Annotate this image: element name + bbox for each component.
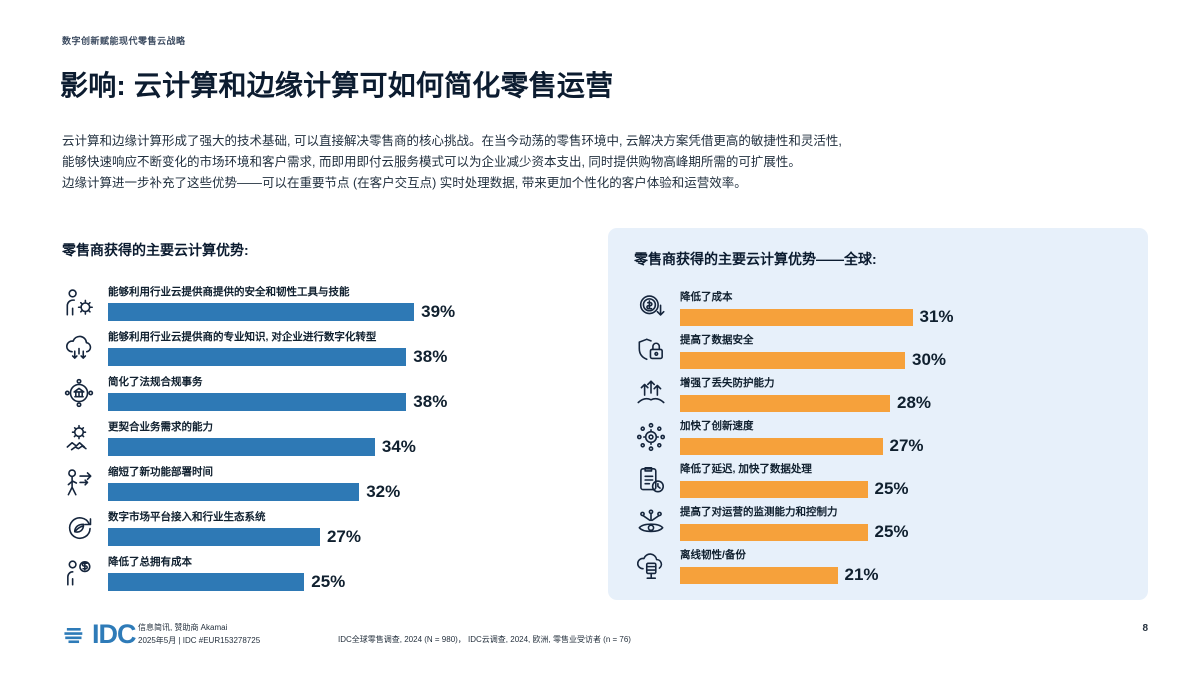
chart-row: 能够利用行业云提供商的专业知识, 对企业进行数字化转型 38% xyxy=(62,329,542,367)
bar-value: 21% xyxy=(844,565,879,584)
innovation-gear-icon xyxy=(634,420,680,454)
chart-row: 离线韧性/备份 21% xyxy=(634,547,1122,585)
cloud-expertise-icon xyxy=(62,331,108,365)
compliance-network-icon xyxy=(62,376,108,410)
chart-row: 增强了丢失防护能力 28% xyxy=(634,375,1122,413)
bar-label: 缩短了新功能部署时间 xyxy=(108,466,213,478)
chart-row: 缩短了新功能部署时间 32% xyxy=(62,464,542,502)
global-benefits-panel: 零售商获得的主要云计算优势——全球: 降低了成本 31% 提高了数据安全 30% 增强了… xyxy=(608,228,1148,600)
bar-value: 38% xyxy=(413,392,448,411)
shield-lock-icon xyxy=(634,334,680,368)
bar-value: 32% xyxy=(366,482,401,501)
bar-label: 提高了对运营的监测能力和控制力 xyxy=(680,506,838,518)
chart-row: 加快了创新速度 27% xyxy=(634,418,1122,456)
chart-title: 零售商获得的主要云计算优势: xyxy=(62,242,249,258)
intro-line: 云计算和边缘计算形成了强大的技术基础, 可以直接解决零售商的核心挑战。在当今动荡… xyxy=(62,134,842,148)
ecosystem-icon xyxy=(62,511,108,545)
cloud-backup-icon xyxy=(634,549,680,583)
chart-row: 降低了延迟, 加快了数据处理 25% xyxy=(634,461,1122,499)
bar-label: 增强了丢失防护能力 xyxy=(680,377,775,389)
idc-globe-icon xyxy=(64,627,83,643)
chart-row: 提高了对运营的监测能力和控制力 25% xyxy=(634,504,1122,542)
cloud-benefits-chart: 零售商获得的主要云计算优势: 能够利用行业云提供商提供的安全和韧性工具与技能 39… xyxy=(62,240,542,592)
bar-label: 加快了创新速度 xyxy=(680,420,754,432)
bar xyxy=(108,348,407,366)
footer: IDC 信息简讯, 赞助商 Akamai 2025年5月 | IDC #EUR1… xyxy=(62,617,1148,659)
bar xyxy=(680,523,868,541)
bar-label: 能够利用行业云提供商提供的安全和韧性工具与技能 xyxy=(108,286,350,298)
bar xyxy=(680,308,913,326)
idc-logo-text: IDC xyxy=(92,619,136,649)
chart-row: 提高了数据安全 30% xyxy=(634,332,1122,370)
bar-value: 28% xyxy=(897,393,932,412)
bar xyxy=(108,438,375,456)
bar-value: 25% xyxy=(874,522,909,541)
bar-label: 简化了法规合规事务 xyxy=(108,376,203,388)
bar xyxy=(108,303,415,321)
bar xyxy=(108,528,320,546)
chart-row: 更契合业务需求的能力 34% xyxy=(62,419,542,457)
bar-value: 31% xyxy=(919,307,954,326)
footer-doc-number: 2025年5月 | IDC #EUR153278725 xyxy=(138,636,261,645)
gear-handshake-icon xyxy=(62,421,108,455)
clipboard-clock-icon xyxy=(634,463,680,497)
bar-value: 34% xyxy=(381,437,416,456)
idc-logo: IDC xyxy=(62,619,136,650)
bar xyxy=(108,573,305,591)
bar-label: 离线韧性/备份 xyxy=(680,549,746,561)
chart-row: 数字市场平台接入和行业生态系统 27% xyxy=(62,509,542,547)
intro-paragraph: 云计算和边缘计算形成了强大的技术基础, 可以直接解决零售商的核心挑战。在当今动荡… xyxy=(62,131,1122,194)
chart-row: 降低了成本 31% xyxy=(634,289,1122,327)
bar-label: 能够利用行业云提供商的专业知识, 对企业进行数字化转型 xyxy=(108,331,377,343)
bar-value: 25% xyxy=(311,572,346,591)
bar xyxy=(108,483,360,501)
bar-label: 降低了延迟, 加快了数据处理 xyxy=(680,463,812,475)
chart-row: 降低了总拥有成本 25% xyxy=(62,554,542,592)
bar xyxy=(680,351,905,369)
bar-label: 数字市场平台接入和行业生态系统 xyxy=(108,511,266,523)
bar-value: 27% xyxy=(889,436,924,455)
person-gear-icon xyxy=(62,286,108,320)
cost-person-icon xyxy=(62,556,108,590)
bar-label: 降低了成本 xyxy=(680,291,733,303)
bar-value: 25% xyxy=(874,479,909,498)
bar-value: 30% xyxy=(912,350,947,369)
footer-meta: 信息简讯, 赞助商 Akamai 2025年5月 | IDC #EUR15327… xyxy=(138,621,260,647)
intro-line: 能够快速响应不断变化的市场环境和客户需求, 而即用即付云服务模式可以为企业减少资… xyxy=(62,155,801,169)
bar-value: 39% xyxy=(421,302,456,321)
bar-label: 更契合业务需求的能力 xyxy=(108,421,213,433)
intro-line: 边缘计算进一步补充了这些优势——可以在重要节点 (在客户交互点) 实时处理数据,… xyxy=(62,176,747,190)
monitoring-eye-icon xyxy=(634,506,680,540)
bar xyxy=(680,566,838,584)
running-header: 数字创新赋能现代零售云战略 xyxy=(62,36,186,46)
bar-label: 提高了数据安全 xyxy=(680,334,754,346)
bar xyxy=(680,394,890,412)
footer-sponsor: 信息简讯, 赞助商 Akamai xyxy=(138,623,228,632)
footer-source: IDC全球零售调查, 2024 (N = 980)， IDC云调查, 2024,… xyxy=(338,635,631,644)
chart-rows: 降低了成本 31% 提高了数据安全 30% 增强了丢失防护能力 28% 加快了创新速度 27%… xyxy=(634,289,1122,585)
page-number: 8 xyxy=(1142,623,1148,634)
loss-prevention-icon xyxy=(634,377,680,411)
page-title: 影响: 云计算和边缘计算可如何简化零售运营 xyxy=(60,70,614,101)
bar xyxy=(680,480,868,498)
chart-title: 零售商获得的主要云计算优势——全球: xyxy=(634,251,877,267)
bar-value: 27% xyxy=(326,527,361,546)
chart-rows: 能够利用行业云提供商提供的安全和韧性工具与技能 39% 能够利用行业云提供商的专业知… xyxy=(62,284,542,592)
bar-label: 降低了总拥有成本 xyxy=(108,556,192,568)
bar xyxy=(680,437,883,455)
dollar-down-icon xyxy=(634,291,680,325)
bar xyxy=(108,393,407,411)
chart-row: 能够利用行业云提供商提供的安全和韧性工具与技能 39% xyxy=(62,284,542,322)
deployment-speed-icon xyxy=(62,466,108,500)
chart-row: 简化了法规合规事务 38% xyxy=(62,374,542,412)
bar-value: 38% xyxy=(413,347,448,366)
